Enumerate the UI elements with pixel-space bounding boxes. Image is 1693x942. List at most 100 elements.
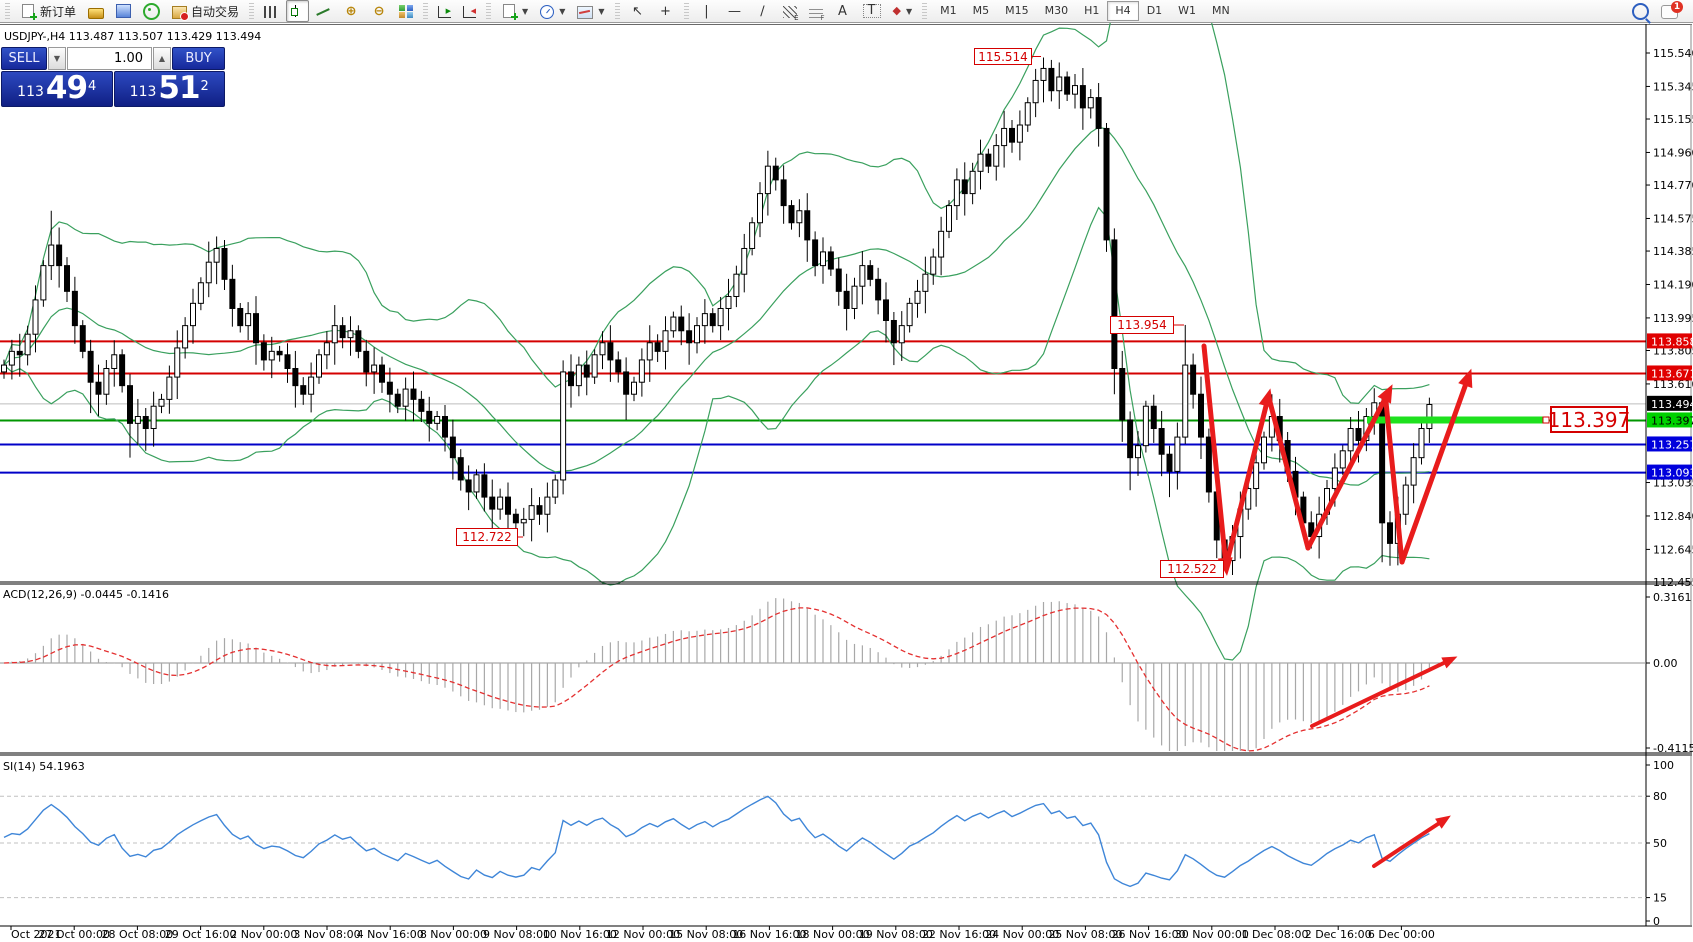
svg-text:112.840: 112.840 xyxy=(1653,510,1693,523)
toolbar-grip[interactable] xyxy=(486,3,492,19)
dropdown-arrow-icon: ▼ xyxy=(559,6,566,16)
price-flag-113.397: 113.397 xyxy=(1547,406,1631,433)
timeframe-M1[interactable]: M1 xyxy=(940,4,957,17)
buy-button[interactable]: BUY xyxy=(172,47,225,70)
signal-icon xyxy=(143,2,161,20)
tile-windows-button[interactable] xyxy=(394,0,418,22)
channel-button[interactable]: E xyxy=(778,0,802,22)
auto-trading-icon xyxy=(172,5,190,21)
crosshair-button[interactable]: + xyxy=(653,0,679,22)
line-chart-button[interactable] xyxy=(311,0,336,22)
fibonacci-button[interactable]: F xyxy=(804,0,828,22)
auto-trading-label: 自动交易 xyxy=(191,4,240,19)
toolbar: 新订单 自动交易 ⊕ ⊖ ▼ ▼ ▼ ↖ + | — ∕ E F A T ◆▼ xyxy=(0,0,1693,23)
svg-text:113.494: 113.494 xyxy=(1651,398,1693,411)
text-icon: A xyxy=(838,3,847,19)
svg-text:27 Oct 00:00: 27 Oct 00:00 xyxy=(38,928,110,941)
auto-trading-button[interactable]: 自动交易 xyxy=(167,0,244,22)
svg-text:16 Nov 16:00: 16 Nov 16:00 xyxy=(732,928,806,941)
sell-price-fraction: 4 xyxy=(88,79,97,94)
toolbar-grip[interactable] xyxy=(249,3,255,19)
chart-shift-button[interactable] xyxy=(458,0,481,22)
text-button[interactable]: A xyxy=(830,0,856,22)
signals-button[interactable] xyxy=(138,0,165,22)
equidistant-channel-icon: E xyxy=(782,5,799,22)
window-icon xyxy=(116,4,132,18)
template-icon xyxy=(577,5,594,19)
cursor-button[interactable]: ↖ xyxy=(625,0,651,22)
text-label-button[interactable]: T xyxy=(858,0,886,22)
toolbar-grip[interactable] xyxy=(614,3,620,19)
auto-scroll-button[interactable] xyxy=(433,0,456,22)
toolbar-grip[interactable] xyxy=(683,3,689,19)
timeframe-H4[interactable]: H4 xyxy=(1107,1,1139,21)
svg-text:22 Nov 16:00: 22 Nov 16:00 xyxy=(922,928,996,941)
toolbar-grip[interactable] xyxy=(922,3,928,19)
zoom-in-button[interactable]: ⊕ xyxy=(338,0,364,22)
candlestick-chart-button[interactable] xyxy=(286,0,310,22)
timeframe-MN[interactable]: MN xyxy=(1212,4,1230,17)
chart-shift-icon xyxy=(463,6,477,18)
templates-button[interactable]: ▼ xyxy=(572,0,609,22)
arrows-icon: ◆ xyxy=(892,4,901,17)
buy-price-base: 113 xyxy=(129,84,157,100)
svg-text:19 Nov 08:00: 19 Nov 08:00 xyxy=(859,928,933,941)
svg-text:15 Nov 08:00: 15 Nov 08:00 xyxy=(669,928,743,941)
dropdown-arrow-icon: ▼ xyxy=(905,6,913,16)
market-watch-button[interactable] xyxy=(83,0,109,22)
timeframe-H1[interactable]: H1 xyxy=(1084,4,1100,17)
vertical-line-button[interactable]: | xyxy=(694,0,720,22)
svg-text:114.770: 114.770 xyxy=(1653,179,1693,192)
price-flag-112.722: 112.722 xyxy=(456,528,518,546)
indicators-button[interactable]: ▼ xyxy=(496,0,533,22)
svg-text:112.455: 112.455 xyxy=(1653,576,1693,589)
toolbar-grip[interactable] xyxy=(5,3,10,19)
channel-sub-label: E xyxy=(794,13,799,22)
svg-text:29 Oct 16:00: 29 Oct 16:00 xyxy=(165,928,237,941)
svg-text:30 Nov 00:00: 30 Nov 00:00 xyxy=(1175,928,1249,941)
lot-decrease-button[interactable]: ▼ xyxy=(48,47,66,70)
svg-text:2 Nov 00:00: 2 Nov 00:00 xyxy=(230,928,297,941)
search-button[interactable] xyxy=(1627,0,1654,22)
trendline-button[interactable]: ∕ xyxy=(750,0,776,22)
notifications-button[interactable]: 1 xyxy=(1656,0,1683,22)
bar-chart-button[interactable] xyxy=(259,0,284,22)
timeframe-M5[interactable]: M5 xyxy=(972,4,990,17)
svg-text:114.960: 114.960 xyxy=(1653,146,1693,159)
symbol-ohlc-line: USDJPY-,H4 113.487 113.507 113.429 113.4… xyxy=(4,30,262,43)
lot-increase-button[interactable]: ▲ xyxy=(153,47,171,70)
timeframe-M15[interactable]: M15 xyxy=(1005,4,1029,17)
sell-price-button[interactable]: 113 49 4 xyxy=(1,71,113,107)
svg-text:113.995: 113.995 xyxy=(1653,312,1693,325)
svg-text:114.190: 114.190 xyxy=(1653,278,1693,291)
macd-indicator-label: ACD(12,26,9) -0.0445 -0.1416 xyxy=(3,588,169,601)
horizontal-line-button[interactable]: — xyxy=(722,0,748,22)
sell-button[interactable]: SELL xyxy=(1,47,47,70)
candles xyxy=(1,57,1433,575)
buy-price-button[interactable]: 113 51 2 xyxy=(113,71,225,107)
svg-text:113.610: 113.610 xyxy=(1653,378,1693,391)
svg-text:3 Nov 08:00: 3 Nov 08:00 xyxy=(293,928,360,941)
text-label-icon: T xyxy=(862,4,881,18)
sell-price-base: 113 xyxy=(17,84,44,100)
clock-icon xyxy=(540,4,555,19)
toolbar-grip[interactable] xyxy=(423,3,429,19)
chart-window[interactable] xyxy=(0,24,1692,942)
timeframe-W1[interactable]: W1 xyxy=(1178,4,1197,17)
timeframe-D1[interactable]: D1 xyxy=(1146,4,1163,17)
svg-text:0.3161: 0.3161 xyxy=(1653,591,1692,604)
svg-text:8 Nov 00:00: 8 Nov 00:00 xyxy=(420,928,487,941)
price-flag-115.514: 115.514 xyxy=(974,48,1032,65)
arrows-button[interactable]: ◆ ▼ xyxy=(888,0,918,22)
data-window-button[interactable] xyxy=(111,0,136,22)
timeframe-M30[interactable]: M30 xyxy=(1044,4,1069,17)
new-order-button[interactable]: 新订单 xyxy=(15,0,81,22)
zoom-out-button[interactable]: ⊖ xyxy=(366,0,392,22)
periods-button[interactable]: ▼ xyxy=(535,0,570,22)
cursor-icon: ↖ xyxy=(632,3,643,19)
bar-chart-icon xyxy=(264,5,280,18)
rsi-pane: 100 80 50 15 0 xyxy=(0,759,1674,928)
lot-size-input[interactable]: 1.00 xyxy=(67,47,152,70)
